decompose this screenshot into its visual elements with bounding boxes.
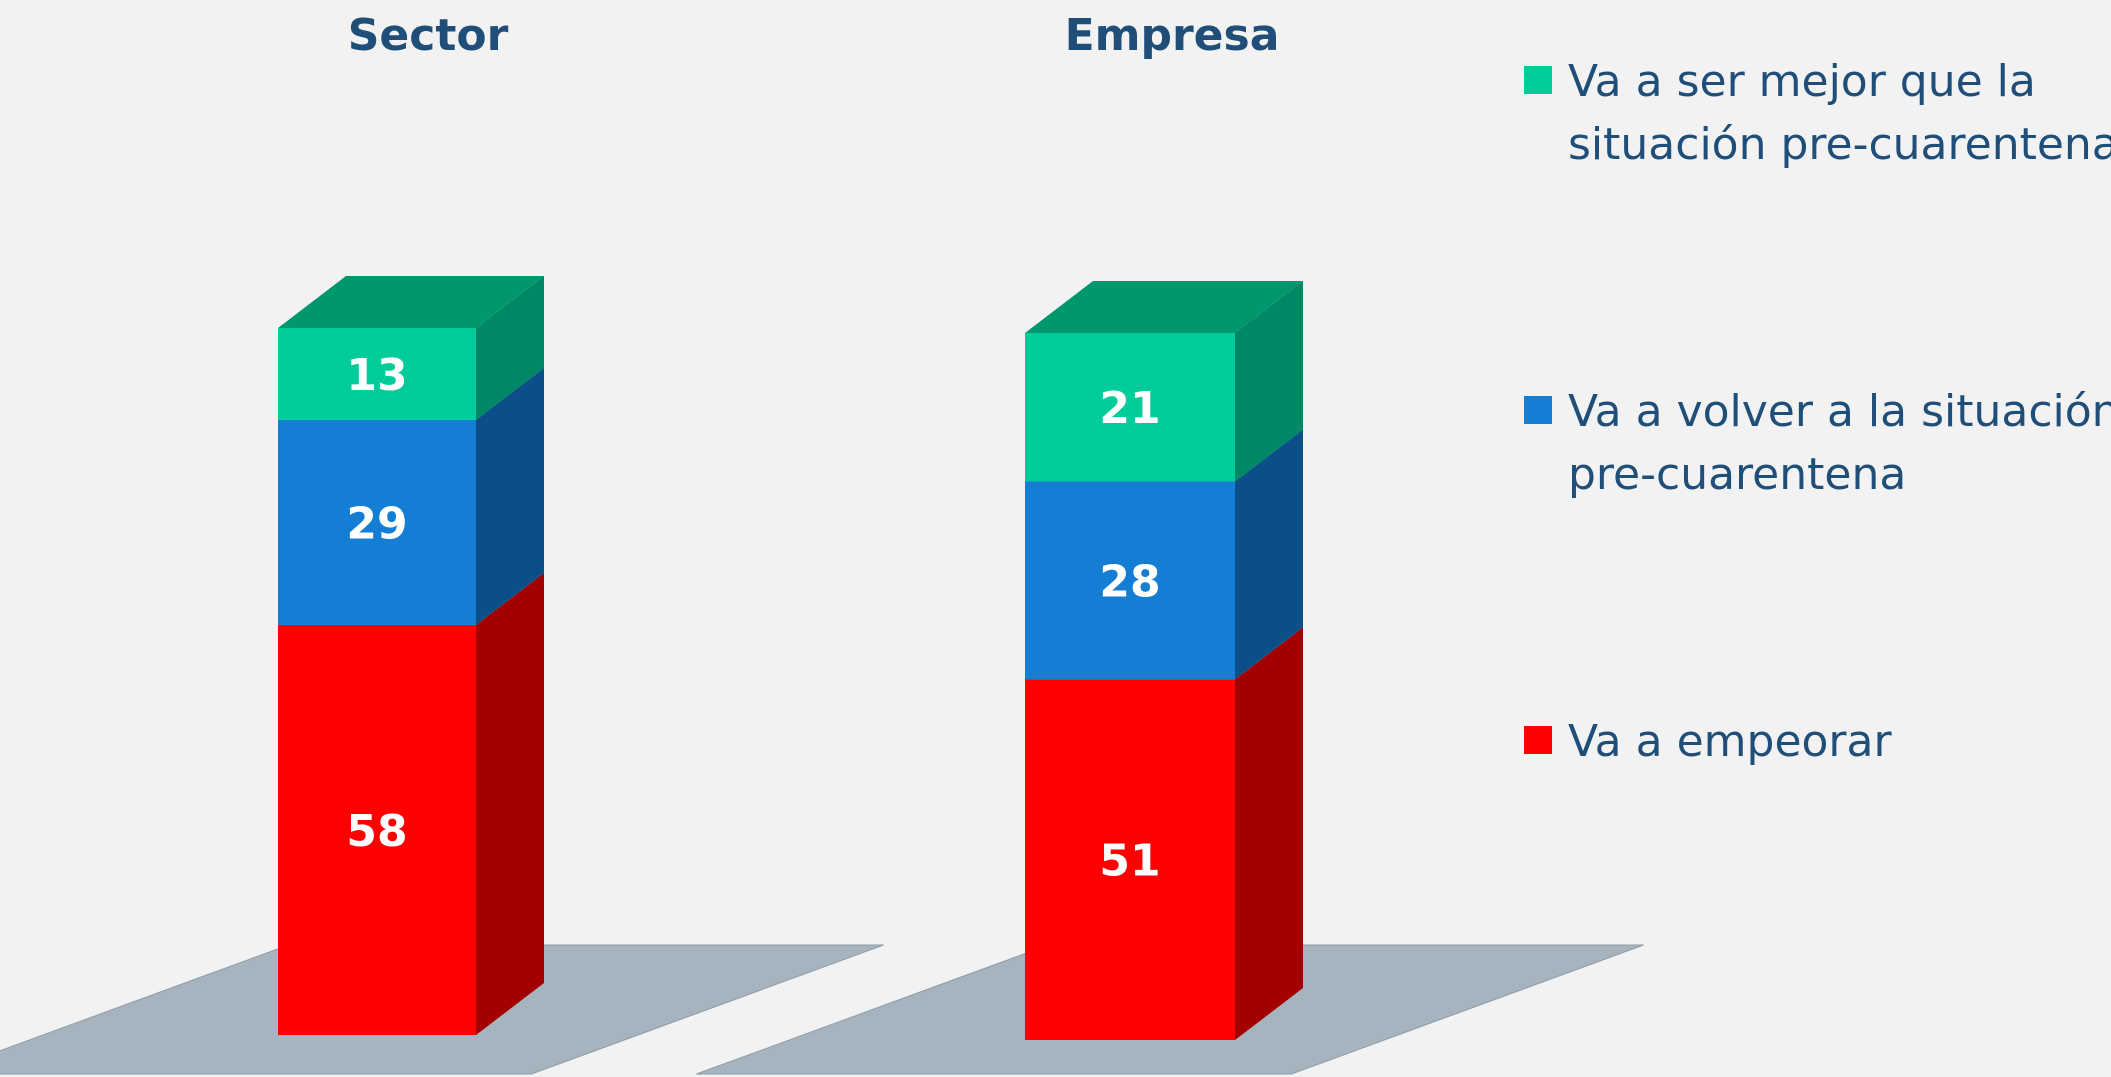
data-label-sector-series-0: 13 xyxy=(346,350,407,401)
data-label-empresa-series-2: 51 xyxy=(1099,836,1160,887)
legend-label-1-line-0: Va a volver a la situación xyxy=(1568,386,2111,437)
bar-side-empresa-series-1 xyxy=(1235,429,1303,680)
category-title-sector: Sector xyxy=(348,10,509,61)
bar-side-empresa-series-2 xyxy=(1235,627,1303,1040)
bar-side-sector-series-2 xyxy=(476,572,544,1035)
bar-sector-series-2 xyxy=(278,624,476,1035)
legend-label-1-line-1: pre-cuarentena xyxy=(1568,449,1906,500)
data-label-empresa-series-1: 28 xyxy=(1099,556,1160,607)
bar-top-empresa xyxy=(1025,281,1303,333)
bar-sector-series-1 xyxy=(278,419,476,625)
bar-top-sector xyxy=(278,276,544,328)
legend-label-0-line-1: situación pre-cuarentena xyxy=(1568,119,2111,170)
data-label-empresa-series-0: 21 xyxy=(1099,383,1160,434)
legend-label-0-line-0: Va a ser mejor que la xyxy=(1568,56,2036,107)
bar-side-sector-series-1 xyxy=(476,367,544,625)
data-label-sector-series-2: 58 xyxy=(346,806,407,857)
bar-sector-series-0 xyxy=(278,328,476,420)
data-label-sector-series-1: 29 xyxy=(346,498,407,549)
legend-swatch-0 xyxy=(1524,66,1552,94)
legend-label-0: Va a ser mejor que la situación pre-cuare… xyxy=(1568,56,2111,170)
legend-swatch-1 xyxy=(1524,396,1552,424)
bar-side-empresa-series-0 xyxy=(1235,281,1303,482)
legend-label-1: Va a volver a la situación pre-cuarentena xyxy=(1568,386,2111,500)
category-title-empresa: Empresa xyxy=(1065,10,1280,61)
bar-empresa-series-0 xyxy=(1025,333,1235,482)
bar-empresa-series-2 xyxy=(1025,679,1235,1040)
legend-label-2: Va a empeorar xyxy=(1568,716,1892,767)
legend-swatch-2 xyxy=(1524,726,1552,754)
bar-side-sector-series-0 xyxy=(476,276,544,420)
bar-empresa-series-1 xyxy=(1025,481,1235,680)
legend-label-2-line-0: Va a empeorar xyxy=(1568,716,1892,767)
